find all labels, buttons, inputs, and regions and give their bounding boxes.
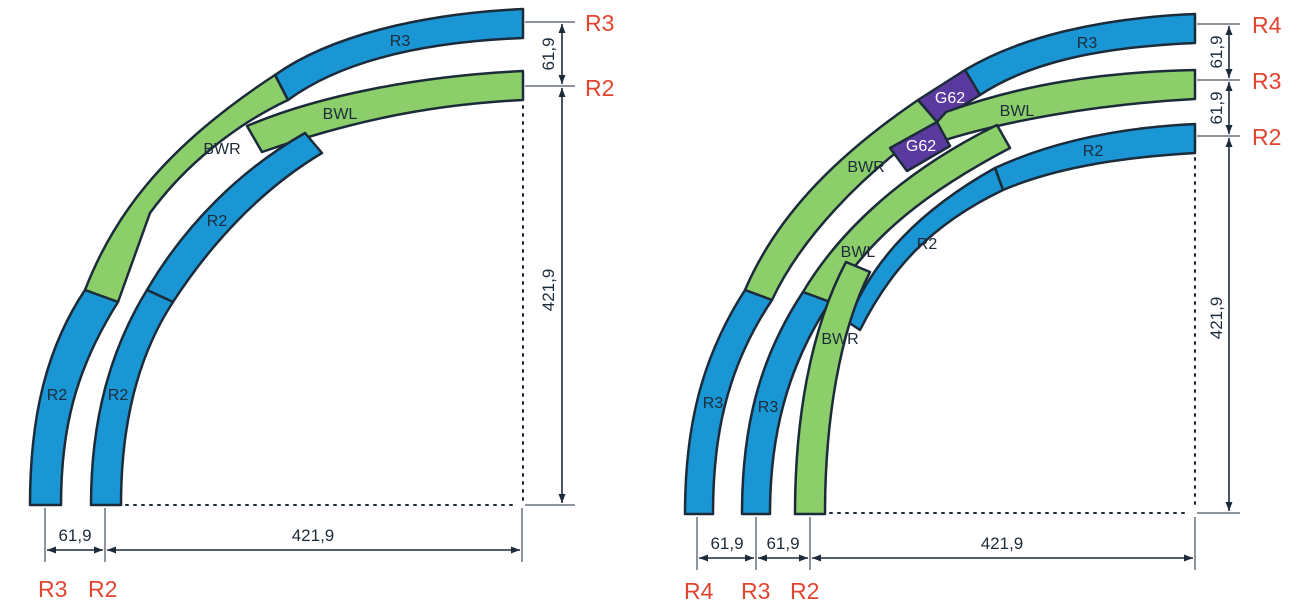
right-dim-spacing-horizontal-1: 61,9 bbox=[710, 534, 743, 553]
right-radius-label-r4-bottom: R4 bbox=[684, 578, 714, 604]
right-track-segments bbox=[683, 12, 1197, 516]
left-dim-radius-vertical: 421,9 bbox=[539, 269, 558, 312]
right-radius-labels: R4 R3 R2 R4 R3 R2 bbox=[684, 12, 1282, 604]
right-bwl-lower-label: BWL bbox=[841, 244, 876, 261]
left-bwl-label: BWL bbox=[323, 106, 358, 123]
right-bwl-upper-label: BWL bbox=[1000, 103, 1035, 120]
right-radius-label-r2-bottom: R2 bbox=[790, 578, 819, 604]
right-g62-upper-label: G62 bbox=[935, 90, 965, 107]
right-r3-outer-label: R3 bbox=[703, 395, 724, 412]
right-dim-spacing-vertical-1: 61,9 bbox=[1207, 35, 1226, 68]
left-bwr-label: BWR bbox=[203, 141, 240, 158]
right-dimension-values: 61,9 61,9 421,9 61,9 61,9 421,9 bbox=[710, 35, 1226, 553]
left-dim-spacing-horizontal: 61,9 bbox=[58, 526, 91, 545]
right-radius-label-r4: R4 bbox=[1252, 12, 1282, 38]
right-bwr-upper-label: BWR bbox=[847, 159, 884, 176]
left-inner-bwl-segment bbox=[245, 69, 525, 154]
right-bwr-lower-label: BWR bbox=[821, 331, 858, 348]
right-inner-r2-lower-segment bbox=[846, 166, 1005, 332]
right-dim-spacing-horizontal-2: 61,9 bbox=[766, 534, 799, 553]
left-dim-spacing-vertical: 61,9 bbox=[539, 37, 558, 70]
right-dim-radius-vertical: 421,9 bbox=[1207, 297, 1226, 340]
left-radius-label-r3-right: R3 bbox=[585, 10, 614, 36]
right-radius-label-r3-bottom: R3 bbox=[741, 578, 770, 604]
left-r2-upper-label: R2 bbox=[207, 213, 228, 230]
right-dimension-lines bbox=[696, 23, 1240, 570]
left-dimension-values: 61,9 421,9 61,9 421,9 bbox=[58, 37, 558, 545]
left-radius-label-r2-bottom: R2 bbox=[88, 576, 117, 602]
left-radius-label-r2-right: R2 bbox=[585, 75, 614, 101]
right-inner-bwr-segment bbox=[793, 260, 872, 516]
left-segment-labels: R3 BWL BWR R2 R2 R2 bbox=[47, 33, 411, 404]
right-segment-labels: R3 G62 G62 BWL BWR R2 R2 BWL BWR R3 R3 bbox=[703, 35, 1104, 416]
right-r3-middle-label: R3 bbox=[758, 399, 779, 416]
right-diagram: R3 G62 G62 BWL BWR R2 R2 BWL BWR R3 R3 bbox=[683, 12, 1282, 604]
right-radius-label-r3: R3 bbox=[1252, 68, 1281, 94]
left-radius-labels: R3 R2 R3 R2 bbox=[38, 10, 614, 602]
right-r2-lower-label: R2 bbox=[917, 236, 938, 253]
right-middle-g62-segment bbox=[888, 120, 952, 173]
right-r2-upper-label: R2 bbox=[1083, 143, 1104, 160]
left-dim-radius-horizontal: 421,9 bbox=[292, 526, 335, 545]
left-diagram: R3 BWL BWR R2 R2 R2 61,9 bbox=[28, 7, 614, 602]
right-g62-lower-label: G62 bbox=[906, 138, 936, 155]
left-r2-outer-label: R2 bbox=[47, 387, 68, 404]
left-dimension-lines bbox=[44, 21, 575, 562]
right-dim-spacing-vertical-2: 61,9 bbox=[1207, 91, 1226, 124]
right-middle-r3-vertical-segment bbox=[740, 290, 832, 516]
left-outer-r2-segment bbox=[28, 288, 120, 507]
right-dim-radius-horizontal: 421,9 bbox=[981, 534, 1024, 553]
right-r3-top-label: R3 bbox=[1077, 35, 1098, 52]
left-r2-inner-label: R2 bbox=[108, 387, 129, 404]
left-track-segments bbox=[28, 7, 525, 507]
left-radius-label-r3-bottom: R3 bbox=[38, 576, 67, 602]
left-r3-label: R3 bbox=[390, 33, 411, 50]
left-inner-r2-lower-segment bbox=[89, 288, 175, 507]
right-radius-label-r2: R2 bbox=[1252, 124, 1281, 150]
right-outer-r3-vertical-segment bbox=[683, 288, 774, 516]
